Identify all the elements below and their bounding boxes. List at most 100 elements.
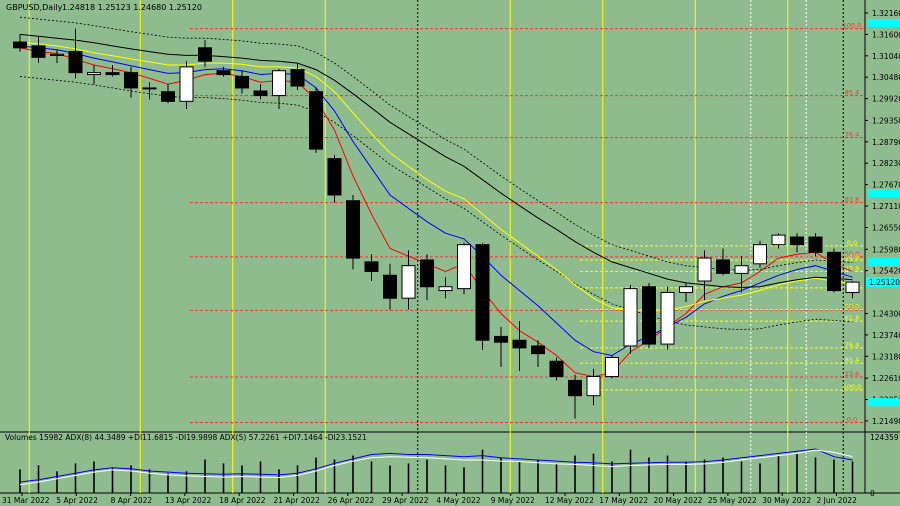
candle[interactable] xyxy=(346,194,360,270)
time-tick-label: 18 Apr 2022 xyxy=(219,496,266,505)
candle[interactable] xyxy=(309,87,323,153)
adx-white-line xyxy=(19,449,853,486)
candle-body xyxy=(272,70,286,97)
candle[interactable] xyxy=(716,248,730,276)
fibo-level-label: 0.0 xyxy=(847,415,857,423)
candle-body xyxy=(697,257,712,282)
candle[interactable] xyxy=(420,254,434,301)
candle[interactable] xyxy=(198,40,212,67)
candle[interactable] xyxy=(827,248,841,293)
candle[interactable] xyxy=(697,250,712,301)
candle[interactable] xyxy=(734,256,749,293)
candle[interactable] xyxy=(642,282,656,348)
candle-body xyxy=(198,47,212,62)
candle[interactable] xyxy=(808,233,823,257)
candle[interactable] xyxy=(105,64,120,77)
candle-body xyxy=(124,72,138,89)
price-tick-label: 1.23740 xyxy=(872,331,900,340)
price-level-tag xyxy=(868,398,900,407)
fibo-level-label: 23.6 xyxy=(845,264,859,272)
candle[interactable] xyxy=(142,82,157,100)
candle-body xyxy=(327,158,342,196)
candle-body xyxy=(642,286,656,345)
candle[interactable] xyxy=(660,286,675,350)
candle[interactable] xyxy=(845,280,860,299)
candle[interactable] xyxy=(771,233,786,249)
candle[interactable] xyxy=(161,84,175,104)
candle-body xyxy=(364,261,379,272)
candle[interactable] xyxy=(475,242,490,350)
candle-body xyxy=(216,70,231,76)
candle[interactable] xyxy=(605,355,619,379)
candle[interactable] xyxy=(13,34,27,52)
time-tick-label: 26 Apr 2022 xyxy=(328,496,375,505)
time-tick-label: 8 Apr 2022 xyxy=(111,496,153,505)
fibo-level-label: 85.4 xyxy=(845,356,859,364)
lower-band xyxy=(19,76,853,330)
candle-body xyxy=(290,69,305,87)
candle[interactable] xyxy=(253,84,268,100)
candle[interactable] xyxy=(31,36,46,64)
candle[interactable] xyxy=(512,321,527,371)
candle[interactable] xyxy=(235,70,249,94)
price-level-tag xyxy=(868,257,900,266)
candle[interactable] xyxy=(531,340,545,368)
candle-body xyxy=(753,244,767,265)
candle[interactable] xyxy=(87,64,101,85)
fibo-level-label: 50.0 xyxy=(845,250,859,258)
candle[interactable] xyxy=(179,61,194,109)
time-tick-label: 4 May 2022 xyxy=(436,496,480,505)
adx-blue-line xyxy=(19,448,853,483)
candle[interactable] xyxy=(753,240,767,268)
candle[interactable] xyxy=(586,368,601,406)
fibo-level-label: 50.0 xyxy=(845,303,859,311)
price-tick-label: 1.29350 xyxy=(872,116,900,125)
candle-body xyxy=(438,286,453,292)
candle[interactable] xyxy=(568,374,582,419)
time-tick-label: 25 May 2022 xyxy=(708,496,757,505)
candle[interactable] xyxy=(68,28,83,79)
time-tick-label: 30 May 2022 xyxy=(762,496,811,505)
price-level-tag xyxy=(868,189,900,198)
price-tick-label: 1.31600 xyxy=(872,30,900,39)
candle[interactable] xyxy=(457,242,471,295)
moving-average-line xyxy=(19,47,853,378)
candle[interactable] xyxy=(272,68,286,109)
candle[interactable] xyxy=(290,63,305,90)
candle[interactable] xyxy=(623,284,638,354)
candle-body xyxy=(161,91,175,102)
candle-body xyxy=(457,244,471,290)
candle-body xyxy=(568,379,582,397)
candle[interactable] xyxy=(216,66,231,77)
fibo-level-label: 0.0 xyxy=(847,239,857,247)
candle[interactable] xyxy=(401,250,416,310)
candle-body xyxy=(771,234,786,246)
upper-band xyxy=(19,16,853,271)
candle[interactable] xyxy=(790,233,804,253)
candle[interactable] xyxy=(549,357,564,381)
candle[interactable] xyxy=(50,49,64,64)
candlesticks[interactable] xyxy=(13,28,860,419)
candle[interactable] xyxy=(438,277,453,299)
candle[interactable] xyxy=(327,154,342,203)
candle[interactable] xyxy=(494,326,508,368)
fibo-level-label: 61.8 xyxy=(845,196,859,204)
ohlc-label: 1.24818 1.25123 1.24680 1.25120 xyxy=(62,3,202,12)
candle[interactable] xyxy=(679,282,693,303)
candle-body xyxy=(401,265,416,299)
fibo-level-label: 38.2 xyxy=(845,303,859,311)
candle[interactable] xyxy=(383,263,397,310)
indicator-header-label: Volumes 15982 ADX(8) 44.3489 +DI11.6815 … xyxy=(5,433,367,442)
candle-body xyxy=(235,75,249,89)
candle-body xyxy=(309,91,323,150)
candle[interactable] xyxy=(124,66,138,98)
time-tick-label: 9 May 2022 xyxy=(491,496,535,505)
time-tick-label: 20 May 2022 xyxy=(654,496,703,505)
price-tick-label: 1.25420 xyxy=(872,267,900,276)
candle[interactable] xyxy=(364,254,379,281)
fibo-level-label: 85.4 xyxy=(845,89,859,97)
price-tick-label: 1.27110 xyxy=(872,202,900,211)
time-tick-label: 29 Apr 2022 xyxy=(382,496,429,505)
price-tick-label: 1.27670 xyxy=(872,181,900,190)
